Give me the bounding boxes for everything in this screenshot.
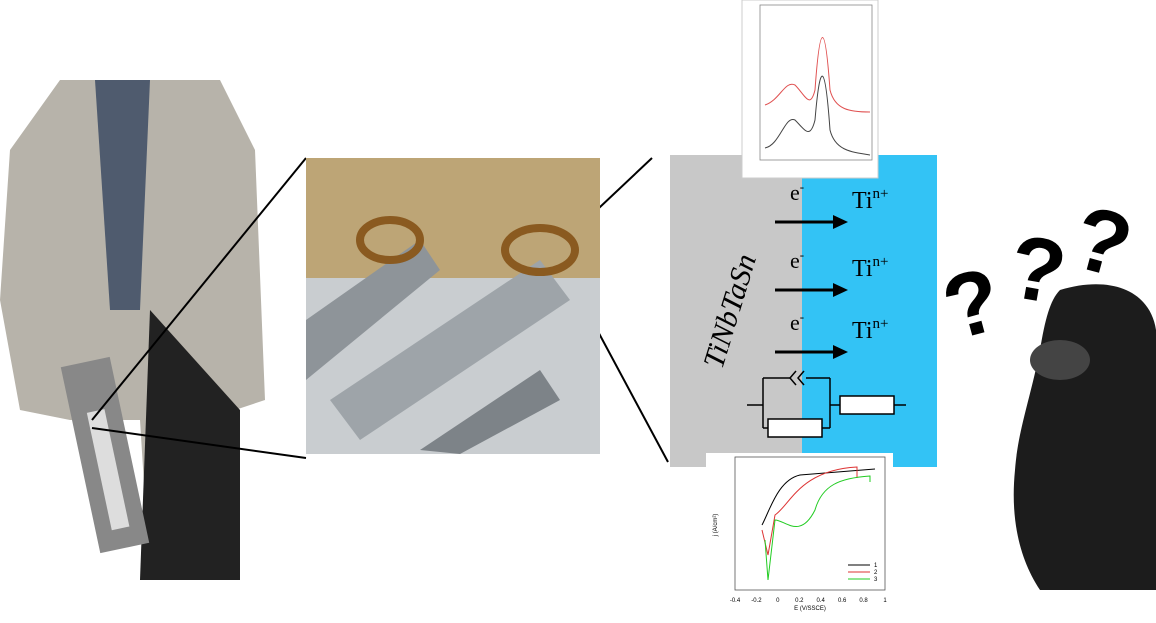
- ion-label: Tin+: [852, 186, 888, 214]
- ion-charge: n+: [872, 186, 888, 202]
- corrosion-photo: [306, 158, 600, 454]
- x-tick-label: 0: [776, 598, 780, 604]
- electron-symbol: e: [790, 310, 800, 335]
- legend-label: 2: [874, 570, 878, 576]
- legend-label: 1: [874, 563, 878, 569]
- x-tick-label: 0.4: [817, 598, 826, 604]
- alloy-region: [670, 155, 802, 467]
- ion-label: Tin+: [852, 254, 888, 282]
- x-tick-label: 0.2: [795, 598, 804, 604]
- ion-symbol: Ti: [852, 318, 873, 344]
- x-axis-label: E (V/SSCE): [794, 606, 826, 612]
- x-tick-label: -0.4: [730, 598, 741, 604]
- question-mark: ?: [933, 249, 1012, 360]
- equivalent-circuit: [747, 370, 906, 438]
- question-mark: ?: [1063, 187, 1142, 298]
- electrolyte-region: [802, 155, 937, 467]
- electron-symbol: e: [790, 180, 800, 205]
- arrow-head: [833, 345, 848, 359]
- ion-symbol: Ti: [852, 188, 873, 214]
- electron-charge: -: [800, 179, 804, 194]
- ion-symbol: Ti: [852, 256, 873, 282]
- legend-label: 3: [874, 577, 878, 583]
- arrow-head: [833, 215, 848, 229]
- gorilla: [1013, 284, 1156, 590]
- arrow-head: [833, 283, 848, 297]
- polarization-inset: -0.4 -0.2 0 0.2 0.4 0.6 0.8 1 E (V/SSCE) j (A/cm²…: [706, 453, 893, 613]
- electron-label: e-: [790, 309, 804, 335]
- electron-symbol: e: [790, 248, 800, 273]
- electron-charge: -: [800, 309, 804, 324]
- electron-charge: -: [800, 247, 804, 262]
- y-axis-label: j (A/cm²): [713, 514, 719, 538]
- ion-charge: n+: [872, 316, 888, 332]
- ion-charge: n+: [872, 254, 888, 270]
- electron-label: e-: [790, 247, 804, 273]
- person: [0, 80, 265, 580]
- ion-label: Tin+: [852, 316, 888, 344]
- electron-label: e-: [790, 179, 804, 205]
- x-tick-label: 0.6: [838, 598, 847, 604]
- xps-inset: [741, 0, 879, 179]
- x-tick-label: 0.8: [859, 598, 868, 604]
- x-tick-label: 1: [883, 598, 887, 604]
- x-tick-label: -0.2: [751, 598, 762, 604]
